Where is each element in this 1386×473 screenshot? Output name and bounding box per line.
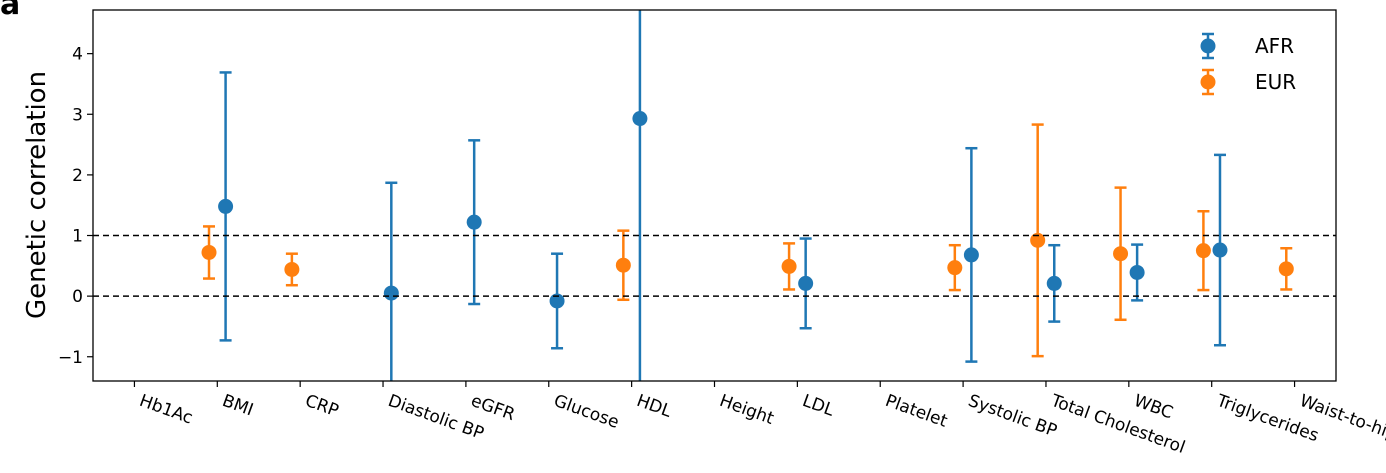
x-tick-label: BMI bbox=[220, 391, 256, 421]
legend-label: EUR bbox=[1255, 70, 1296, 94]
point bbox=[1030, 232, 1046, 248]
point bbox=[947, 260, 963, 276]
point bbox=[383, 285, 399, 301]
point bbox=[1113, 246, 1129, 262]
x-tick-label: Platelet bbox=[883, 391, 951, 432]
point bbox=[1195, 243, 1211, 259]
x-tick-label: Hb1Ac bbox=[137, 391, 196, 429]
point bbox=[284, 261, 300, 277]
y-tick-label: 0 bbox=[72, 287, 83, 307]
legend-marker bbox=[1200, 74, 1216, 90]
x-tick-label: Height bbox=[717, 391, 777, 429]
point bbox=[201, 244, 217, 260]
plot-area bbox=[201, 10, 1294, 381]
point bbox=[218, 198, 234, 214]
x-tick-label: HDL bbox=[634, 391, 675, 422]
y-tick-label: 3 bbox=[72, 105, 83, 125]
legend-label: AFR bbox=[1255, 34, 1294, 58]
point bbox=[466, 214, 482, 230]
x-tick-label: CRP bbox=[302, 391, 341, 421]
panel-label: a bbox=[0, 0, 20, 22]
x-tick-label: WBC bbox=[1131, 391, 1175, 423]
y-axis-label: Genetic correlation bbox=[22, 71, 52, 319]
x-tick-label: LDL bbox=[800, 391, 837, 421]
y-tick-label: 4 bbox=[72, 45, 83, 65]
point bbox=[781, 258, 797, 274]
x-tick-label: Systolic BP bbox=[965, 391, 1059, 442]
point bbox=[963, 247, 979, 263]
point bbox=[798, 275, 814, 291]
x-tick-label: Glucose bbox=[551, 391, 621, 433]
point bbox=[632, 111, 648, 127]
point bbox=[615, 257, 631, 273]
y-tick-label: 2 bbox=[72, 166, 83, 186]
point bbox=[1129, 264, 1145, 280]
point bbox=[1212, 242, 1228, 258]
point bbox=[549, 293, 565, 309]
legend-marker bbox=[1200, 38, 1216, 54]
point bbox=[1278, 261, 1294, 277]
x-tick-label: eGFR bbox=[468, 391, 518, 425]
axes-frame bbox=[92, 9, 1337, 382]
point bbox=[1046, 275, 1062, 291]
y-tick-label: 1 bbox=[72, 227, 83, 247]
y-tick-label: −1 bbox=[58, 348, 83, 368]
